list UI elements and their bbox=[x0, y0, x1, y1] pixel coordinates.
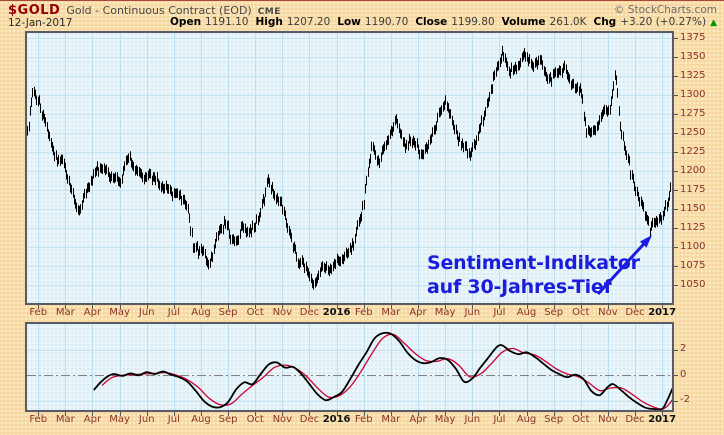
date-axis2-label: Feb bbox=[29, 414, 48, 425]
price-axis-label: 1075 bbox=[680, 259, 706, 271]
price-axis-label: 1250 bbox=[680, 126, 706, 138]
price-axis-label: 1100 bbox=[680, 240, 706, 252]
date-axis2-label: Mar bbox=[381, 414, 401, 425]
date-axis2-label: Dec bbox=[299, 414, 320, 425]
date-axis2-label: May bbox=[434, 414, 456, 425]
date-axis-label: Dec bbox=[625, 307, 645, 318]
date-axis-label: Aug bbox=[516, 307, 537, 318]
date-axis-label: Apr bbox=[409, 307, 427, 318]
date-axis-label: Jul bbox=[493, 307, 506, 318]
date-axis2-label: Feb bbox=[354, 414, 373, 425]
date-axis-label: 2016 bbox=[322, 307, 351, 318]
date-axis2-label: Jul bbox=[167, 414, 180, 425]
price-axis-label: 1125 bbox=[680, 221, 706, 233]
date-axis2-label: Dec bbox=[625, 414, 645, 425]
price-axis-label: 1150 bbox=[680, 202, 706, 214]
date-axis-label: May bbox=[109, 307, 130, 318]
date-axis-label: Apr bbox=[83, 307, 102, 318]
indicator-axis-label: 2 bbox=[680, 343, 687, 355]
date-axis-label: Jul bbox=[167, 307, 180, 318]
indicator-plot-area bbox=[26, 323, 673, 411]
price-axis-label: 1350 bbox=[680, 50, 706, 62]
date-axis2-label: Aug bbox=[516, 414, 537, 425]
indicator-axis-label: -2 bbox=[680, 394, 690, 406]
date-axis2-label: Nov bbox=[272, 414, 293, 425]
date-axis2-label: Aug bbox=[191, 414, 211, 425]
ticker-symbol: $GOLD bbox=[8, 3, 61, 18]
price-axis-label: 1275 bbox=[680, 107, 706, 119]
date-axis-label: Mar bbox=[381, 307, 401, 318]
date-axis2-label: Jun bbox=[464, 414, 481, 425]
volume-quote: Volume 261.0K bbox=[501, 16, 587, 28]
date-axis2-label: 2016 bbox=[322, 414, 351, 425]
date-axis-label: May bbox=[434, 307, 456, 318]
up-triangle-icon: ▲ bbox=[710, 18, 717, 28]
indicator-axis-label: 0 bbox=[680, 368, 687, 380]
date-axis-label: Oct bbox=[572, 307, 590, 318]
high-quote: High 1207.20 bbox=[255, 16, 331, 28]
date-axis2-label: Nov bbox=[598, 414, 618, 425]
annotation-text: Sentiment-Indikator auf 30-Jahres-Tief bbox=[427, 251, 640, 299]
date-axis2-label: Oct bbox=[572, 414, 590, 425]
date-axis-label: Nov bbox=[598, 307, 618, 318]
chart-title: Gold - Continuous Contract (EOD) bbox=[66, 4, 252, 17]
date-axis-label: Mar bbox=[55, 307, 75, 318]
date-axis-label: Feb bbox=[29, 307, 48, 318]
date-axis2-label: Mar bbox=[55, 414, 75, 425]
date-axis2-label: May bbox=[109, 414, 130, 425]
date-axis-label: Aug bbox=[191, 307, 211, 318]
date-axis-label: Sep bbox=[544, 307, 564, 318]
low-quote: Low 1190.70 bbox=[337, 16, 409, 28]
date-axis-label: Feb bbox=[354, 307, 373, 318]
price-axis-label: 1375 bbox=[680, 31, 706, 43]
date-axis2-label: Sep bbox=[218, 414, 238, 425]
date-axis2-label: Apr bbox=[409, 414, 427, 425]
open-quote: Open 1191.10 bbox=[170, 16, 249, 28]
copyright-label: © StockCharts.com bbox=[614, 4, 717, 16]
date-axis-label: Sep bbox=[218, 307, 238, 318]
date-axis-label: Jun bbox=[464, 307, 481, 318]
price-axis-label: 1225 bbox=[680, 145, 706, 157]
date-axis2-label: Oct bbox=[246, 414, 264, 425]
price-axis-label: 1175 bbox=[680, 183, 706, 195]
quote-row: Open 1191.10 High 1207.20 Low 1190.70 Cl… bbox=[170, 16, 718, 28]
price-axis-label: 1300 bbox=[680, 88, 706, 100]
annotation-arrow bbox=[596, 235, 652, 296]
quote-date: 12-Jan-2017 bbox=[8, 17, 73, 29]
price-axis-label: 1325 bbox=[680, 69, 706, 81]
annotation-line-1: Sentiment-Indikator bbox=[427, 252, 640, 274]
price-axis-label: 1200 bbox=[680, 164, 706, 176]
date-axis-label: 2017 bbox=[648, 307, 677, 318]
date-axis-label: Oct bbox=[246, 307, 264, 318]
date-axis-label: Nov bbox=[272, 307, 293, 318]
annotation-line-2: auf 30-Jahres-Tief bbox=[427, 276, 612, 298]
change-quote: Chg +3.20 (+0.27%) ▲ bbox=[593, 16, 717, 28]
price-axis-label: 1050 bbox=[680, 278, 706, 290]
date-axis-label: Dec bbox=[299, 307, 320, 318]
chart-header: $GOLD Gold - Continuous Contract (EOD) C… bbox=[8, 3, 281, 18]
main-price-plot-area bbox=[26, 32, 673, 304]
date-axis2-label: Jul bbox=[493, 414, 506, 425]
exchange-label: CME bbox=[257, 7, 281, 17]
date-axis2-label: Sep bbox=[544, 414, 564, 425]
date-axis2-label: 2017 bbox=[648, 414, 677, 425]
date-axis2-label: Apr bbox=[83, 414, 102, 425]
date-axis2-label: Jun bbox=[138, 414, 155, 425]
date-axis-label: Jun bbox=[138, 307, 155, 318]
close-quote: Close 1199.80 bbox=[415, 16, 495, 28]
